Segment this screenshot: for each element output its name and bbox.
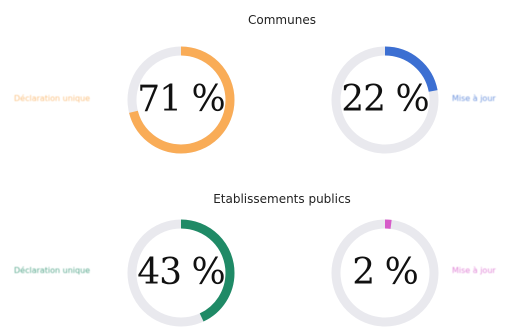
gauge-value-arc xyxy=(331,46,439,154)
etab-mise-a-jour-label: Mise à jour xyxy=(452,266,496,275)
gauge-value-arc xyxy=(127,46,235,154)
communes-title: Communes xyxy=(248,13,316,27)
etab-mise-a-jour-ring xyxy=(331,219,439,327)
communes-mise-a-jour-gauge: 22 % xyxy=(327,42,443,158)
etab-mise-a-jour-value: 2 % xyxy=(352,252,419,293)
gauge-value-arc xyxy=(331,219,439,327)
communes-declaration-label: Déclaration unique xyxy=(14,94,91,103)
gauge-value-arc xyxy=(127,219,235,327)
communes-declaration-gauge: 71 % xyxy=(123,42,239,158)
communes-mise-a-jour-label: Mise à jour xyxy=(452,94,496,103)
etab-declaration-label: Déclaration unique xyxy=(14,266,91,275)
etab-declaration-value: 43 % xyxy=(137,252,225,293)
communes-mise-a-jour-value: 22 % xyxy=(341,79,429,120)
communes-declaration-ring xyxy=(127,46,235,154)
communes-declaration-value: 71 % xyxy=(137,79,225,120)
communes-mise-a-jour-ring xyxy=(331,46,439,154)
etablissements-publics-title: Etablissements publics xyxy=(213,192,351,206)
etab-declaration-gauge: 43 % xyxy=(123,215,239,329)
etab-declaration-ring xyxy=(127,219,235,327)
etab-mise-a-jour-gauge: 2 % xyxy=(327,215,443,329)
